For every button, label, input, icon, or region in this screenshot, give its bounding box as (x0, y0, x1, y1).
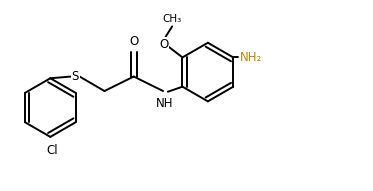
Text: Cl: Cl (46, 144, 58, 157)
Text: NH₂: NH₂ (240, 51, 262, 64)
Text: O: O (129, 35, 138, 48)
Text: S: S (72, 70, 79, 83)
Text: CH₃: CH₃ (163, 14, 182, 24)
Text: NH: NH (156, 97, 173, 110)
Text: O: O (159, 38, 168, 51)
